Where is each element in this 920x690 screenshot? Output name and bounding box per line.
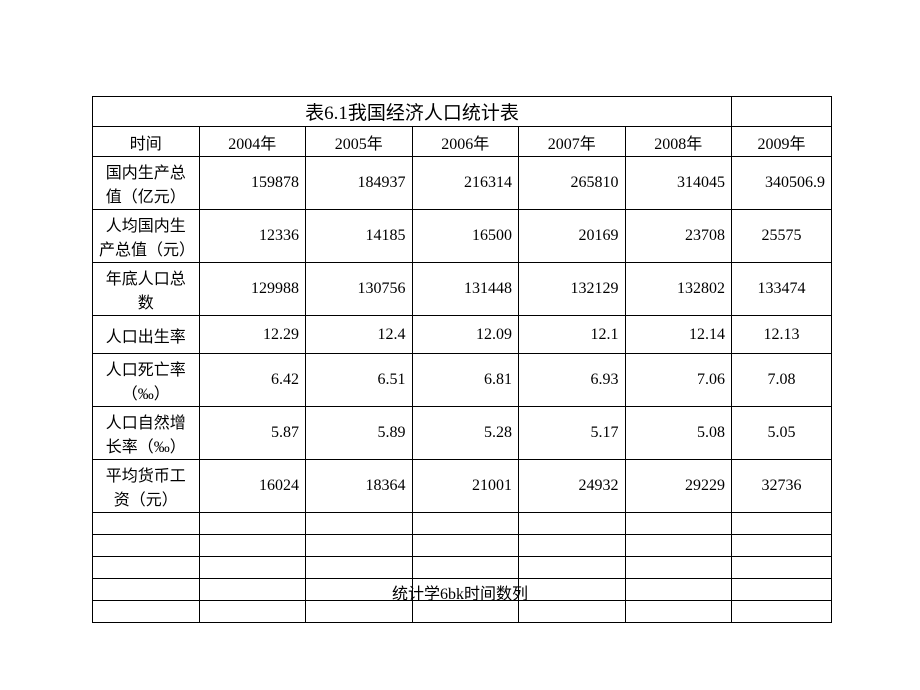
cell-value: 24932 xyxy=(519,460,626,513)
empty-cell xyxy=(412,513,519,535)
empty-cell xyxy=(306,535,413,557)
empty-cell xyxy=(93,557,200,579)
empty-cell xyxy=(519,557,626,579)
cell-value: 6.81 xyxy=(412,354,519,407)
table-body: 表6.1我国经济人口统计表时间2004年2005年2006年2007年2008年… xyxy=(93,97,832,623)
row-label: 人均国内生产总值（元） xyxy=(93,210,200,263)
empty-cell xyxy=(306,513,413,535)
empty-cell xyxy=(199,557,306,579)
cell-value: 23708 xyxy=(625,210,732,263)
table-row: 平均货币工资（元）160241836421001249322922932736 xyxy=(93,460,832,513)
page-caption: 统计学6bk时间数列 xyxy=(0,580,920,604)
table-row: 国内生产总值（亿元）159878184937216314265810314045… xyxy=(93,157,832,210)
cell-value: 6.51 xyxy=(306,354,413,407)
empty-row xyxy=(93,513,832,535)
row-label: 国内生产总值（亿元） xyxy=(93,157,200,210)
cell-value: 12.29 xyxy=(199,316,306,354)
statistics-table: 表6.1我国经济人口统计表时间2004年2005年2006年2007年2008年… xyxy=(92,96,832,623)
row-label: 年底人口总数 xyxy=(93,263,200,316)
empty-cell xyxy=(732,557,832,579)
header-year: 2009年 xyxy=(732,127,832,157)
cell-value: 18364 xyxy=(306,460,413,513)
cell-value: 12.1 xyxy=(519,316,626,354)
table-title: 表6.1我国经济人口统计表 xyxy=(93,97,732,127)
table-row: 人口自然增长率（‰）5.875.895.285.175.085.05 xyxy=(93,407,832,460)
cell-value: 6.42 xyxy=(199,354,306,407)
empty-cell xyxy=(625,535,732,557)
table-row: 人口出生率12.2912.412.0912.112.1412.13 xyxy=(93,316,832,354)
row-label: 人口出生率 xyxy=(93,316,200,354)
cell-value: 129988 xyxy=(199,263,306,316)
header-year: 2005年 xyxy=(306,127,413,157)
cell-value: 133474 xyxy=(732,263,832,316)
table-row: 年底人口总数1299881307561314481321291328021334… xyxy=(93,263,832,316)
empty-row xyxy=(93,535,832,557)
cell-value: 131448 xyxy=(412,263,519,316)
empty-cell xyxy=(625,513,732,535)
row-label: 平均货币工资（元） xyxy=(93,460,200,513)
cell-value: 314045 xyxy=(625,157,732,210)
cell-value: 5.17 xyxy=(519,407,626,460)
empty-cell xyxy=(625,557,732,579)
cell-value: 132802 xyxy=(625,263,732,316)
cell-value: 29229 xyxy=(625,460,732,513)
cell-value: 6.93 xyxy=(519,354,626,407)
empty-cell xyxy=(306,557,413,579)
cell-value: 340506.9 xyxy=(732,157,832,210)
empty-cell xyxy=(93,535,200,557)
header-row: 时间2004年2005年2006年2007年2008年2009年 xyxy=(93,127,832,157)
cell-value: 20169 xyxy=(519,210,626,263)
empty-cell xyxy=(732,535,832,557)
cell-value: 5.87 xyxy=(199,407,306,460)
cell-value: 132129 xyxy=(519,263,626,316)
header-year: 2004年 xyxy=(199,127,306,157)
empty-cell xyxy=(199,535,306,557)
cell-value: 216314 xyxy=(412,157,519,210)
cell-value: 32736 xyxy=(732,460,832,513)
cell-value: 5.28 xyxy=(412,407,519,460)
cell-value: 16024 xyxy=(199,460,306,513)
cell-value: 16500 xyxy=(412,210,519,263)
row-label: 人口死亡率（‰） xyxy=(93,354,200,407)
empty-cell xyxy=(199,513,306,535)
empty-cell xyxy=(519,535,626,557)
cell-value: 12.4 xyxy=(306,316,413,354)
empty-cell xyxy=(412,535,519,557)
title-row-spare xyxy=(732,97,832,127)
cell-value: 12336 xyxy=(199,210,306,263)
cell-value: 12.13 xyxy=(732,316,832,354)
header-year: 2006年 xyxy=(412,127,519,157)
cell-value: 12.14 xyxy=(625,316,732,354)
row-label: 人口自然增长率（‰） xyxy=(93,407,200,460)
cell-value: 265810 xyxy=(519,157,626,210)
empty-cell xyxy=(519,513,626,535)
table-row: 人口死亡率（‰）6.426.516.816.937.067.08 xyxy=(93,354,832,407)
header-year: 2008年 xyxy=(625,127,732,157)
cell-value: 7.06 xyxy=(625,354,732,407)
empty-cell xyxy=(93,513,200,535)
cell-value: 25575 xyxy=(732,210,832,263)
header-year: 2007年 xyxy=(519,127,626,157)
cell-value: 12.09 xyxy=(412,316,519,354)
cell-value: 5.05 xyxy=(732,407,832,460)
empty-cell xyxy=(732,513,832,535)
cell-value: 130756 xyxy=(306,263,413,316)
cell-value: 5.89 xyxy=(306,407,413,460)
empty-cell xyxy=(412,557,519,579)
header-label: 时间 xyxy=(93,127,200,157)
cell-value: 5.08 xyxy=(625,407,732,460)
table-container: 表6.1我国经济人口统计表时间2004年2005年2006年2007年2008年… xyxy=(92,96,832,623)
cell-value: 14185 xyxy=(306,210,413,263)
cell-value: 7.08 xyxy=(732,354,832,407)
empty-row xyxy=(93,557,832,579)
table-row: 人均国内生产总值（元）12336141851650020169237082557… xyxy=(93,210,832,263)
cell-value: 159878 xyxy=(199,157,306,210)
title-row: 表6.1我国经济人口统计表 xyxy=(93,97,832,127)
cell-value: 21001 xyxy=(412,460,519,513)
cell-value: 184937 xyxy=(306,157,413,210)
